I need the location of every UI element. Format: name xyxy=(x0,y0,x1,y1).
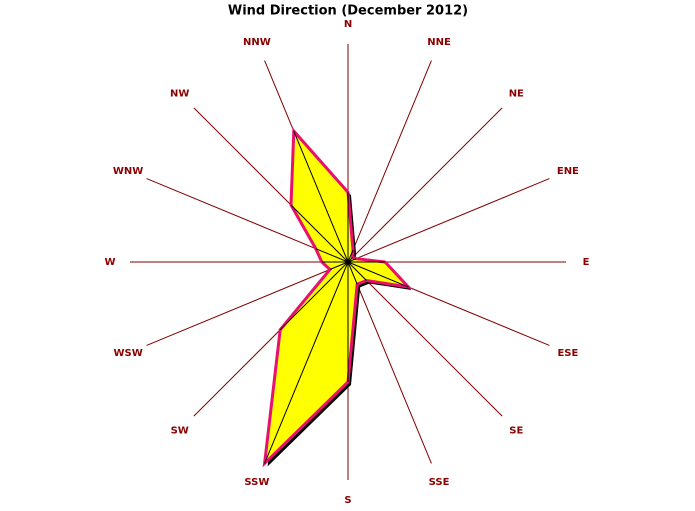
chart-title: Wind Direction (December 2012) xyxy=(228,4,468,19)
axis-label: W xyxy=(104,257,115,268)
axis-label: NNW xyxy=(243,37,271,48)
axis-label: NW xyxy=(170,89,189,100)
axis-line xyxy=(347,107,503,263)
axis-label: WNW xyxy=(113,166,143,177)
axis-label: NE xyxy=(509,89,524,100)
spoke xyxy=(290,204,349,263)
spoke xyxy=(315,248,349,263)
axis-line xyxy=(347,60,432,263)
axis-line xyxy=(347,261,432,464)
axis-label: SSE xyxy=(429,477,450,488)
spoke xyxy=(279,261,349,331)
spoke xyxy=(347,249,354,263)
axis-label: SW xyxy=(171,425,189,436)
axis-label: ENE xyxy=(557,166,579,177)
axis-label: N xyxy=(344,19,352,30)
spoke xyxy=(293,130,349,263)
spoke xyxy=(347,261,358,285)
spoke xyxy=(347,261,409,288)
axis-line xyxy=(347,178,550,263)
spoke xyxy=(264,261,349,464)
axis-label: NNE xyxy=(427,37,451,48)
axis-label: S xyxy=(344,495,351,506)
axis-label: WSW xyxy=(113,348,142,359)
axis-line xyxy=(347,261,503,417)
axis-label: ESE xyxy=(557,348,578,359)
axis-label: SE xyxy=(509,425,523,436)
axis-label: E xyxy=(583,257,590,268)
spoke xyxy=(329,261,349,270)
axis-line xyxy=(146,261,349,346)
axis-label: SSW xyxy=(244,477,269,488)
spoke xyxy=(347,261,367,281)
spoke xyxy=(347,258,357,263)
area xyxy=(262,127,413,468)
